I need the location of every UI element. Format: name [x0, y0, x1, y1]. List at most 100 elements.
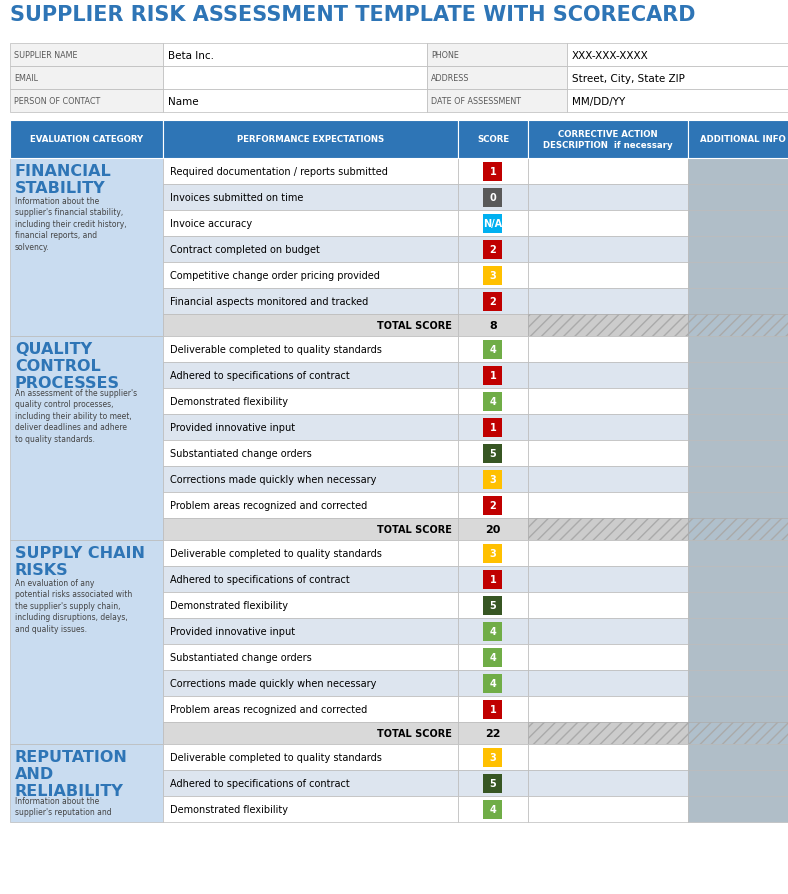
Bar	[528, 696, 688, 722]
Bar	[163, 289, 458, 315]
Bar	[567, 67, 788, 90]
Bar	[458, 519, 528, 540]
Bar	[688, 593, 788, 619]
Text: TOTAL SCORE: TOTAL SCORE	[377, 525, 452, 535]
Bar	[458, 567, 528, 593]
Text: Provided innovative input: Provided innovative input	[170, 627, 296, 637]
Text: Deliverable completed to quality standards: Deliverable completed to quality standar…	[170, 548, 382, 559]
Bar	[528, 722, 688, 744]
Bar	[484, 648, 503, 667]
Text: Corrections made quickly when necessary: Corrections made quickly when necessary	[170, 679, 377, 688]
Text: 1: 1	[489, 574, 496, 585]
Bar	[484, 266, 503, 285]
Bar	[163, 159, 458, 185]
Bar	[484, 773, 503, 793]
Bar	[528, 315, 688, 337]
Text: ADDITIONAL INFO: ADDITIONAL INFO	[700, 135, 786, 144]
Text: Problem areas recognized and corrected: Problem areas recognized and corrected	[170, 501, 367, 510]
Bar	[688, 237, 788, 263]
Bar	[688, 337, 788, 363]
Bar	[528, 744, 688, 770]
Bar	[458, 696, 528, 722]
Bar	[528, 415, 688, 441]
Bar	[427, 67, 567, 90]
Bar	[528, 670, 688, 696]
Bar	[458, 211, 528, 237]
Bar	[10, 744, 163, 822]
Text: Financial aspects monitored and tracked: Financial aspects monitored and tracked	[170, 297, 368, 307]
Text: 3: 3	[489, 271, 496, 281]
Text: Name: Name	[168, 97, 199, 106]
Bar	[484, 622, 503, 641]
Bar	[528, 237, 688, 263]
Bar	[458, 363, 528, 389]
Bar	[484, 544, 503, 563]
Bar	[688, 645, 788, 670]
Text: DATE OF ASSESSMENT: DATE OF ASSESSMENT	[431, 97, 521, 105]
Bar	[10, 44, 163, 67]
Bar	[688, 415, 788, 441]
Bar	[458, 493, 528, 519]
Bar	[458, 237, 528, 263]
Text: Invoices submitted on time: Invoices submitted on time	[170, 193, 303, 203]
Text: 5: 5	[489, 449, 496, 459]
Text: 5: 5	[489, 778, 496, 789]
Text: EVALUATION CATEGORY: EVALUATION CATEGORY	[30, 135, 143, 144]
Bar	[688, 722, 788, 744]
Text: An assessment of the supplier's
quality control processes,
including their abili: An assessment of the supplier's quality …	[15, 389, 137, 443]
Text: ADDRESS: ADDRESS	[431, 74, 470, 83]
Bar	[688, 567, 788, 593]
Bar	[688, 263, 788, 289]
Text: 3: 3	[489, 752, 496, 763]
Text: Deliverable completed to quality standards: Deliverable completed to quality standar…	[170, 752, 382, 763]
Text: Corrections made quickly when necessary: Corrections made quickly when necessary	[170, 475, 377, 485]
Bar	[484, 215, 503, 233]
Bar	[458, 797, 528, 822]
Bar	[163, 185, 458, 211]
Bar	[484, 366, 503, 385]
Text: 1: 1	[489, 167, 496, 177]
Text: 3: 3	[489, 548, 496, 559]
Bar	[163, 363, 458, 389]
Bar	[163, 67, 427, 90]
Bar	[458, 619, 528, 645]
Bar	[10, 67, 163, 90]
Bar	[528, 540, 688, 567]
Text: Adhered to specifications of contract: Adhered to specifications of contract	[170, 371, 350, 381]
Text: PERFORMANCE EXPECTATIONS: PERFORMANCE EXPECTATIONS	[237, 135, 384, 144]
Bar	[528, 519, 688, 540]
Bar	[688, 670, 788, 696]
Bar	[163, 467, 458, 493]
Bar	[688, 744, 788, 770]
Text: Provided innovative input: Provided innovative input	[170, 423, 296, 433]
Bar	[528, 211, 688, 237]
Bar	[10, 121, 163, 159]
Text: 4: 4	[489, 627, 496, 637]
Text: Problem areas recognized and corrected: Problem areas recognized and corrected	[170, 704, 367, 714]
Text: Demonstrated flexibility: Demonstrated flexibility	[170, 397, 288, 407]
Bar	[163, 593, 458, 619]
Text: 0: 0	[489, 193, 496, 203]
Text: MM/DD/YY: MM/DD/YY	[572, 97, 625, 106]
Text: 22: 22	[485, 729, 500, 738]
Bar	[163, 744, 458, 770]
Bar	[528, 467, 688, 493]
Bar	[688, 540, 788, 567]
Bar	[688, 211, 788, 237]
Text: Adhered to specifications of contract: Adhered to specifications of contract	[170, 574, 350, 585]
Bar	[567, 44, 788, 67]
Bar	[484, 292, 503, 311]
Text: QUALITY
CONTROL
PROCESSES: QUALITY CONTROL PROCESSES	[15, 342, 120, 390]
Bar	[163, 441, 458, 467]
Bar	[458, 540, 528, 567]
Text: CORRECTIVE ACTION
DESCRIPTION  if necessary: CORRECTIVE ACTION DESCRIPTION if necessa…	[543, 130, 673, 150]
Text: Adhered to specifications of contract: Adhered to specifications of contract	[170, 778, 350, 789]
Text: Demonstrated flexibility: Demonstrated flexibility	[170, 601, 288, 611]
Bar	[528, 121, 688, 159]
Bar	[484, 392, 503, 411]
Text: 4: 4	[489, 344, 496, 355]
Bar	[688, 363, 788, 389]
Bar	[163, 415, 458, 441]
Text: TOTAL SCORE: TOTAL SCORE	[377, 729, 452, 738]
Bar	[528, 441, 688, 467]
